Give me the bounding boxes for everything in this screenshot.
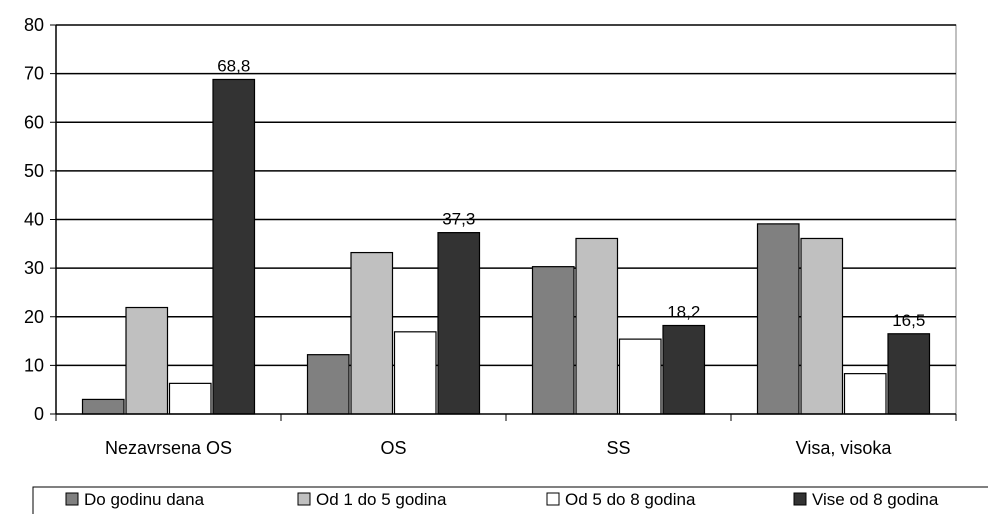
y-tick-label: 0 xyxy=(34,404,44,424)
bar xyxy=(125,306,169,415)
x-category-label: OS xyxy=(380,438,406,458)
legend-label: Vise od 8 godina xyxy=(812,490,939,509)
bar xyxy=(212,78,256,415)
y-tick-label: 20 xyxy=(24,307,44,327)
bar xyxy=(437,232,481,415)
bar xyxy=(662,324,706,415)
x-category-label: Visa, visoka xyxy=(796,438,893,458)
y-tick-label: 50 xyxy=(24,161,44,181)
y-tick-label: 10 xyxy=(24,355,44,375)
bar xyxy=(350,251,394,415)
bar xyxy=(756,223,800,415)
bar xyxy=(800,237,844,415)
bar xyxy=(618,338,662,415)
x-category-label: SS xyxy=(606,438,630,458)
legend-label: Do godinu dana xyxy=(84,490,205,509)
y-axis: 0 10 20 30 40 50 60 70 80 xyxy=(24,15,57,424)
bar xyxy=(531,266,575,415)
bar xyxy=(168,382,212,415)
bar xyxy=(81,398,125,415)
bar xyxy=(887,333,931,415)
data-label: 68,8 xyxy=(217,56,250,75)
y-tick-label: 30 xyxy=(24,258,44,278)
legend: Do godinu dana Od 1 do 5 godina Od 5 do 8 … xyxy=(32,486,988,514)
bars xyxy=(81,78,931,415)
bar xyxy=(575,237,619,415)
legend-label: Od 5 do 8 godina xyxy=(565,490,696,509)
y-tick-label: 60 xyxy=(24,112,44,132)
legend-swatch xyxy=(793,492,807,506)
legend-swatch xyxy=(297,492,311,506)
data-label: 37,3 xyxy=(442,210,475,229)
bar xyxy=(393,331,437,415)
legend-label: Od 1 do 5 godina xyxy=(316,490,447,509)
legend-swatch xyxy=(546,492,560,506)
data-labels: 68,8 37,3 18,2 16,5 xyxy=(217,56,925,329)
y-tick-label: 80 xyxy=(24,15,44,35)
y-tick-label: 70 xyxy=(24,64,44,84)
x-axis: Nezavrsena OS OS SS Visa, visoka xyxy=(55,413,957,458)
x-category-label: Nezavrsena OS xyxy=(105,438,232,458)
legend-swatch xyxy=(65,492,79,506)
legend-box xyxy=(32,486,988,514)
data-label: 18,2 xyxy=(667,303,700,322)
bar xyxy=(306,354,350,415)
data-label: 16,5 xyxy=(892,311,925,330)
y-tick-label: 40 xyxy=(24,210,44,230)
bar xyxy=(843,373,887,415)
